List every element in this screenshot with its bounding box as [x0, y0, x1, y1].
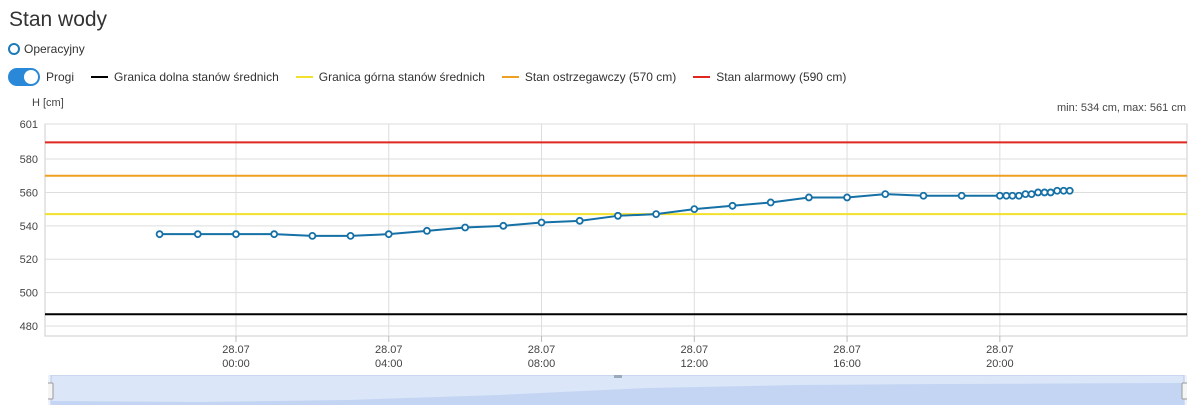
data-point[interactable] [919, 191, 928, 200]
x-tick-date-label: 28.07 [833, 344, 861, 356]
navigator-grip[interactable] [614, 375, 622, 378]
data-point[interactable] [1002, 191, 1011, 200]
x-tick-time-label: 16:00 [833, 358, 861, 370]
mode-option-operacyjny[interactable]: Operacyjny [8, 42, 85, 56]
data-point[interactable] [499, 221, 508, 230]
plot-area-border [44, 123, 1188, 337]
x-tick-time-label: 08:00 [528, 358, 556, 370]
legend-line-swatch [295, 76, 313, 78]
x-tick-time-label: 00:00 [222, 358, 250, 370]
data-point[interactable] [1015, 191, 1023, 200]
data-point[interactable] [766, 198, 775, 207]
y-tick-label: 560 [20, 187, 38, 199]
page-title: Stan wody [9, 8, 108, 31]
x-tick-date-label: 28.07 [681, 344, 709, 356]
data-point[interactable] [423, 226, 431, 235]
x-tick-time-label: 12:00 [681, 358, 709, 370]
y-tick-label: 520 [20, 254, 38, 266]
data-point[interactable] [1046, 188, 1055, 197]
data-point[interactable] [346, 231, 355, 240]
data-point[interactable] [193, 230, 202, 239]
y-tick-label: 480 [20, 321, 38, 333]
legend-line-swatch [501, 76, 519, 78]
x-tick-date-label: 28.07 [375, 344, 403, 356]
data-point[interactable] [308, 231, 317, 240]
legend-item-upper-bound[interactable]: Granica górna stanów średnich [295, 70, 485, 84]
mode-label: Operacyjny [24, 42, 85, 56]
thresholds-toggle[interactable] [8, 68, 40, 86]
range-navigator[interactable] [48, 375, 1187, 405]
legend-line-swatch [91, 76, 109, 78]
legend-label: Stan ostrzegawczy (570 cm) [524, 70, 677, 84]
data-point[interactable] [614, 211, 622, 220]
y-tick-label: 601 [20, 119, 38, 131]
min-max-summary: min: 534 cm, max: 561 cm [1057, 102, 1186, 114]
data-point[interactable] [1053, 186, 1062, 195]
data-point[interactable] [1008, 191, 1017, 200]
y-tick-label: 580 [20, 154, 38, 166]
x-tick-time-label: 20:00 [986, 358, 1014, 370]
data-point[interactable] [690, 205, 699, 214]
thresholds-legend: Progi Granica dolna stanów średnich Gran… [8, 68, 863, 86]
data-point[interactable] [461, 223, 470, 232]
x-tick-date-label: 28.07 [222, 344, 250, 356]
data-point[interactable] [232, 230, 240, 239]
legend-label: Granica górna stanów średnich [318, 70, 485, 84]
data-point[interactable] [1034, 188, 1042, 197]
data-point[interactable] [995, 191, 1004, 200]
radio-icon[interactable] [8, 43, 20, 55]
data-point[interactable] [957, 191, 966, 200]
data-point[interactable] [155, 230, 164, 239]
legend-item-lower-bound[interactable]: Granica dolna stanów średnich [91, 70, 279, 84]
x-tick-time-label: 04:00 [375, 358, 403, 370]
x-tick-date-label: 28.07 [986, 344, 1014, 356]
data-point[interactable] [843, 193, 851, 202]
data-point[interactable] [270, 230, 279, 239]
navigator-series-area [51, 383, 1184, 405]
toggle-knob [24, 70, 38, 84]
data-point[interactable] [1027, 190, 1036, 199]
y-tick-label: 540 [20, 221, 38, 233]
data-point[interactable] [804, 193, 813, 202]
legend-label: Stan alarmowy (590 cm) [716, 70, 847, 84]
x-tick-date-label: 28.07 [528, 344, 556, 356]
y-axis-label: H [cm] [32, 97, 64, 109]
data-point[interactable] [1065, 186, 1074, 195]
data-point[interactable] [1021, 190, 1030, 199]
legend-line-swatch [693, 76, 711, 78]
y-tick-label: 500 [20, 288, 38, 300]
data-point[interactable] [728, 201, 737, 210]
data-point[interactable] [1059, 186, 1068, 195]
data-point[interactable] [575, 216, 584, 225]
legend-label: Granica dolna stanów średnich [114, 70, 279, 84]
legend-item-alarm[interactable]: Stan alarmowy (590 cm) [693, 70, 846, 84]
navigator-handle-right[interactable] [1181, 382, 1187, 400]
data-point[interactable] [652, 210, 661, 219]
legend-item-warning[interactable]: Stan ostrzegawczy (570 cm) [501, 70, 677, 84]
data-point[interactable] [537, 218, 546, 227]
data-point[interactable] [1040, 188, 1049, 197]
navigator-handle-left[interactable] [48, 382, 54, 400]
thresholds-toggle-label: Progi [46, 70, 75, 84]
data-point[interactable] [881, 190, 890, 199]
data-point[interactable] [384, 230, 393, 239]
